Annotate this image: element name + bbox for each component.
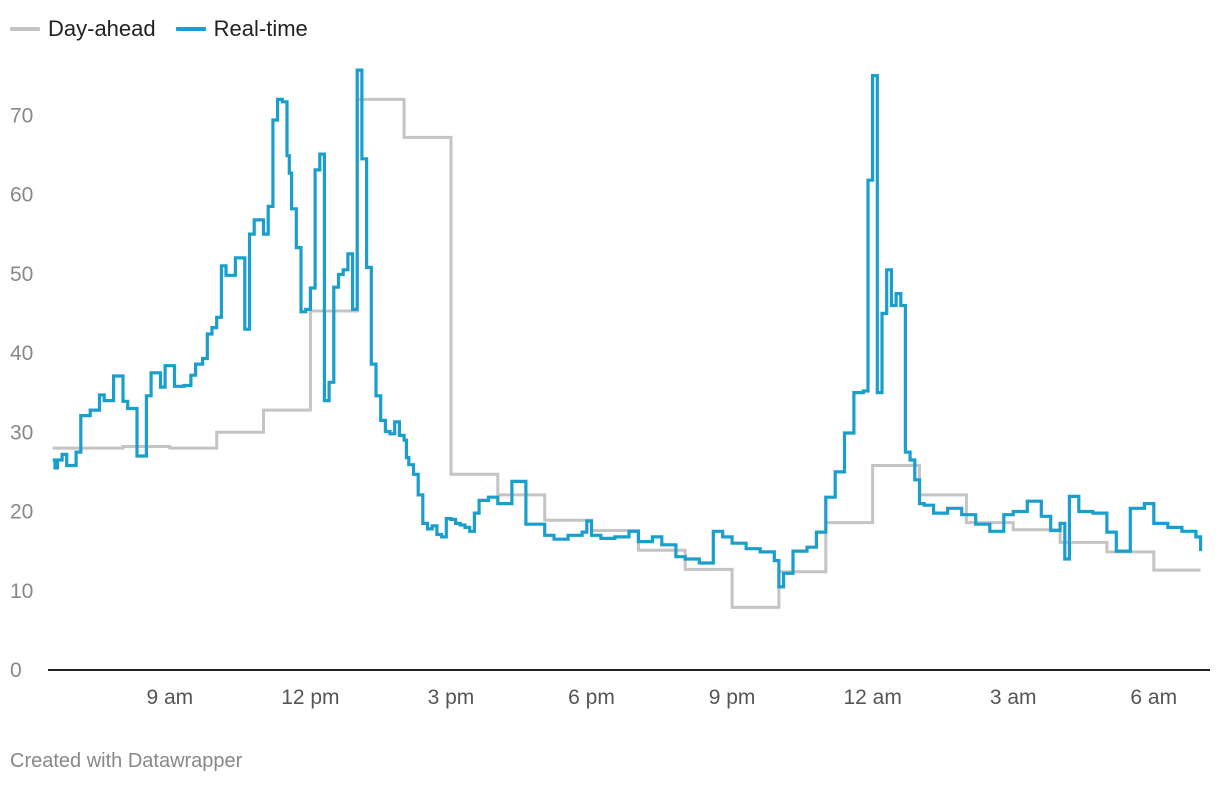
credit-text: Created with Datawrapper <box>10 750 243 772</box>
x-tick-label: 12 pm <box>281 686 339 709</box>
legend-item-real-time: Real-time <box>175 16 308 42</box>
y-tick-label: 40 <box>10 342 33 365</box>
x-tick-label: 9 am <box>146 686 193 709</box>
y-tick-label: 30 <box>10 421 33 444</box>
x-tick-label: 3 pm <box>428 686 475 709</box>
series-layer <box>52 68 1203 609</box>
legend-swatch-day-ahead <box>10 27 40 31</box>
x-tick-label: 6 am <box>1130 686 1177 709</box>
x-tick-label: 3 am <box>990 686 1037 709</box>
x-axis-ticks: 9 am 12 pm 3 pm 6 pm 9 pm 12 am 3 am 6 am <box>146 686 1177 709</box>
legend-item-day-ahead: Day-ahead <box>10 16 156 42</box>
x-tick-label: 9 pm <box>709 686 756 709</box>
y-tick-label: 50 <box>10 263 33 286</box>
x-tick-label: 12 am <box>843 686 901 709</box>
legend-label-real-time: Real-time <box>213 16 308 41</box>
y-tick-label: 10 <box>10 580 33 603</box>
legend-swatch-real-time <box>175 27 206 31</box>
series-line-day-ahead <box>52 97 1201 609</box>
y-tick-label: 0 <box>10 659 22 682</box>
x-tick-label: 6 pm <box>568 686 615 709</box>
y-tick-label: 20 <box>10 501 33 524</box>
legend-label-day-ahead: Day-ahead <box>48 16 156 41</box>
y-tick-label: 70 <box>10 104 33 127</box>
y-axis-ticks: 0 10 20 30 40 50 60 70 <box>10 104 33 682</box>
legend: Day-ahead Real-time <box>10 16 308 42</box>
series-line-real-time <box>52 68 1203 589</box>
y-tick-label: 60 <box>10 184 33 207</box>
